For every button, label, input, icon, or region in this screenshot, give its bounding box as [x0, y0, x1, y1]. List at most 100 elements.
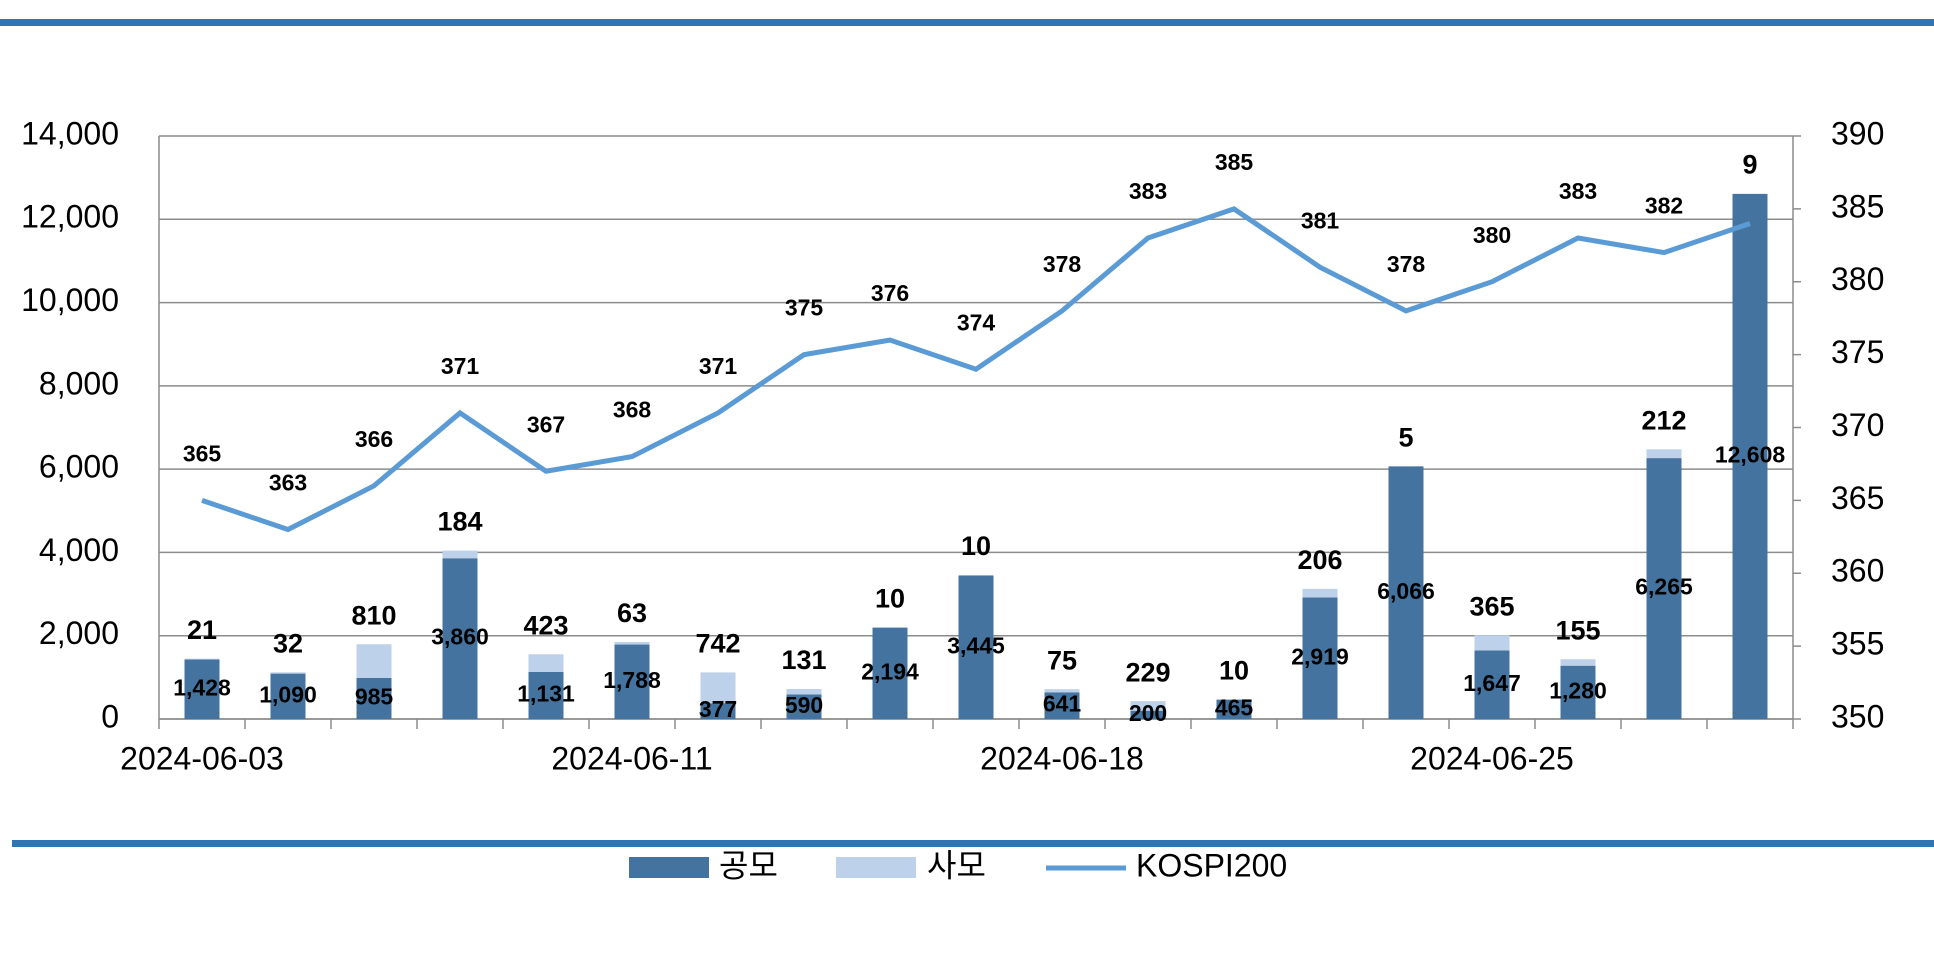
y2-tick-label: 350 — [1831, 698, 1884, 734]
data-label: 10 — [961, 531, 991, 561]
data-label: 423 — [523, 610, 568, 640]
bar-segment — [1388, 466, 1424, 719]
data-label: 2,919 — [1291, 643, 1349, 669]
data-label: 383 — [1129, 178, 1167, 204]
bar-segment — [1302, 597, 1338, 719]
data-label: 383 — [1559, 178, 1597, 204]
y2-tick-label: 390 — [1831, 115, 1884, 151]
bar-segment — [614, 644, 650, 719]
bar-segment — [786, 688, 822, 695]
legend-label: KOSPI200 — [1136, 847, 1287, 883]
bar-segment — [1474, 650, 1510, 719]
bar-segment — [1044, 689, 1080, 693]
data-label: 1,280 — [1549, 677, 1607, 703]
legend-label: 사모 — [927, 847, 986, 883]
bar-segment — [270, 672, 306, 674]
data-label: 376 — [871, 280, 909, 306]
data-label: 5 — [1398, 422, 1413, 452]
data-label: 9 — [1742, 150, 1757, 180]
data-label: 380 — [1473, 222, 1511, 248]
data-label: 131 — [781, 645, 826, 675]
data-label: 10 — [1219, 655, 1249, 685]
data-label: 63 — [617, 598, 647, 628]
data-label: 10 — [875, 583, 905, 613]
data-label: 381 — [1301, 207, 1340, 233]
bar-segment — [1130, 701, 1166, 711]
data-label: 206 — [1297, 545, 1342, 575]
y2-tick-label: 380 — [1831, 261, 1884, 297]
data-label: 6,066 — [1377, 578, 1435, 604]
bar-segment — [1646, 458, 1682, 719]
legend-swatch — [836, 857, 916, 878]
data-label: 382 — [1645, 193, 1683, 219]
bar-segment — [872, 627, 908, 719]
data-label: 366 — [355, 426, 393, 452]
y-tick-label: 8,000 — [39, 365, 119, 401]
data-label: 371 — [699, 353, 738, 379]
bar-segment — [356, 677, 392, 719]
y-tick-label: 10,000 — [21, 282, 119, 318]
data-label: 590 — [785, 692, 823, 718]
data-label: 2,194 — [861, 658, 919, 684]
y-tick-label: 2,000 — [39, 615, 119, 651]
data-label: 810 — [351, 600, 396, 630]
data-label: 3,445 — [947, 632, 1005, 658]
bar-segment — [528, 671, 564, 719]
y2-tick-label: 385 — [1831, 188, 1884, 224]
bar-segment — [442, 550, 478, 559]
data-label: 985 — [355, 684, 394, 710]
top-rule — [0, 19, 1934, 26]
bar-segment — [1302, 588, 1338, 598]
bar-segment — [614, 641, 650, 645]
data-label: 363 — [269, 470, 307, 496]
data-label: 200 — [1129, 700, 1167, 726]
data-label: 1,090 — [259, 681, 317, 707]
data-label: 385 — [1215, 149, 1254, 175]
data-label: 641 — [1043, 691, 1082, 717]
y-tick-label: 14,000 — [21, 115, 119, 151]
bar-segment — [1044, 692, 1080, 719]
data-label: 3,860 — [431, 624, 489, 650]
data-label: 368 — [613, 397, 652, 423]
data-label: 371 — [441, 353, 480, 379]
data-label: 75 — [1047, 645, 1077, 675]
y2-tick-label: 370 — [1831, 407, 1884, 443]
y2-tick-label: 355 — [1831, 626, 1884, 662]
data-label: 32 — [273, 628, 303, 658]
bar-segment — [786, 694, 822, 719]
data-label: 375 — [785, 295, 824, 321]
data-label: 365 — [1469, 591, 1514, 621]
line-series — [201, 206, 1751, 533]
data-label: 12,608 — [1715, 442, 1786, 468]
y-tick-label: 4,000 — [39, 532, 119, 568]
data-label: 377 — [699, 696, 737, 722]
data-label: 1,788 — [603, 667, 661, 693]
legend-label: 공모 — [719, 847, 778, 883]
bottom-rule — [12, 840, 1934, 847]
y-tick-label: 0 — [101, 698, 119, 734]
data-label: 378 — [1387, 251, 1426, 277]
data-label: 229 — [1125, 657, 1170, 687]
bar-segment — [700, 672, 736, 704]
y2-tick-label: 375 — [1831, 334, 1884, 370]
data-label: 1,647 — [1463, 670, 1521, 696]
data-label: 465 — [1215, 694, 1254, 720]
y-tick-label: 6,000 — [39, 449, 119, 485]
bar-segment — [1474, 635, 1510, 651]
data-label: 212 — [1641, 405, 1686, 435]
data-label: 365 — [183, 440, 222, 466]
data-label: 184 — [437, 507, 482, 537]
bar-segment — [184, 658, 220, 660]
bar-segment — [356, 644, 392, 678]
data-label: 155 — [1555, 615, 1600, 645]
data-label: 1,131 — [517, 681, 575, 707]
bar-segment — [528, 654, 564, 672]
bar-segment — [1646, 449, 1682, 459]
data-label: 21 — [187, 615, 217, 645]
bar-segment — [442, 558, 478, 719]
bar-segment — [1560, 659, 1596, 666]
x-tick-label: 2024-06-18 — [980, 740, 1144, 776]
x-tick-label: 2024-06-25 — [1410, 740, 1574, 776]
bar-segment — [184, 659, 220, 719]
